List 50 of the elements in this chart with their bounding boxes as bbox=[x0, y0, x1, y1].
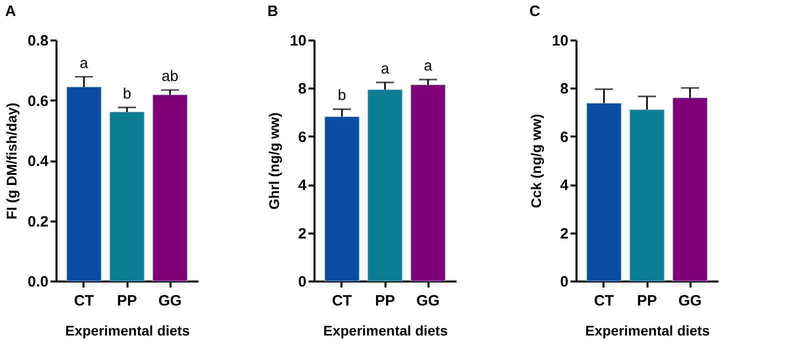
annotation: b bbox=[122, 85, 132, 102]
y-tick-label: 0.8 bbox=[28, 32, 48, 50]
y-axis-title: FI (g DM/fish/day) bbox=[4, 102, 20, 220]
x-tick-label: GG bbox=[678, 292, 702, 310]
bar bbox=[324, 116, 360, 282]
y-tick-label: 2 bbox=[560, 225, 568, 242]
bar bbox=[586, 102, 622, 282]
bar bbox=[367, 89, 403, 282]
x-tick-label: CT bbox=[594, 292, 614, 310]
x-axis-title: Experimental diets bbox=[585, 322, 710, 338]
y-tick-label: 6 bbox=[560, 128, 568, 146]
x-tick-label: GG bbox=[158, 292, 182, 310]
y-tick-label: 0.6 bbox=[28, 92, 48, 110]
y-tick-label: 4 bbox=[298, 177, 308, 194]
chart-title: C bbox=[529, 3, 540, 20]
y-tick-label: 6 bbox=[298, 128, 306, 146]
x-tick-label: CT bbox=[74, 292, 94, 310]
y-tick-label: 8 bbox=[560, 80, 568, 98]
x-tick-label: PP bbox=[374, 292, 396, 310]
y-tick-label: 0.2 bbox=[28, 213, 48, 230]
bar bbox=[672, 98, 708, 282]
bar bbox=[152, 94, 188, 282]
chart-title: A bbox=[5, 3, 16, 20]
x-tick-label: GG bbox=[416, 292, 440, 310]
y-tick-label: 0.0 bbox=[28, 274, 48, 290]
y-tick-label: 0.4 bbox=[28, 153, 50, 170]
x-axis-title: Experimental diets bbox=[323, 322, 448, 338]
bar bbox=[66, 86, 102, 282]
y-axis-title: Cck (ng/g ww) bbox=[528, 114, 544, 208]
y-tick-label: 8 bbox=[298, 80, 306, 98]
chart-title: B bbox=[267, 3, 278, 20]
x-tick-label: PP bbox=[636, 292, 658, 310]
annotation: ab bbox=[162, 68, 178, 86]
x-tick-label: CT bbox=[332, 292, 352, 310]
annotation: a bbox=[424, 58, 433, 75]
annotation: b bbox=[338, 87, 346, 104]
y-tick-label: 0 bbox=[298, 274, 306, 290]
x-axis-title: Experimental diets bbox=[65, 322, 190, 338]
x-tick-label: PP bbox=[116, 292, 138, 310]
y-tick-label: 10 bbox=[290, 32, 306, 50]
y-tick-label: 2 bbox=[298, 225, 306, 242]
bar bbox=[410, 84, 446, 282]
bar bbox=[109, 112, 145, 282]
y-tick-label: 4 bbox=[560, 177, 570, 194]
y-tick-label: 10 bbox=[552, 32, 568, 50]
annotation: a bbox=[380, 60, 390, 78]
annotation: a bbox=[80, 54, 89, 72]
bar bbox=[629, 109, 665, 282]
y-tick-label: 0 bbox=[560, 274, 568, 290]
y-axis-title: Ghrl (ng/g ww) bbox=[266, 112, 282, 210]
